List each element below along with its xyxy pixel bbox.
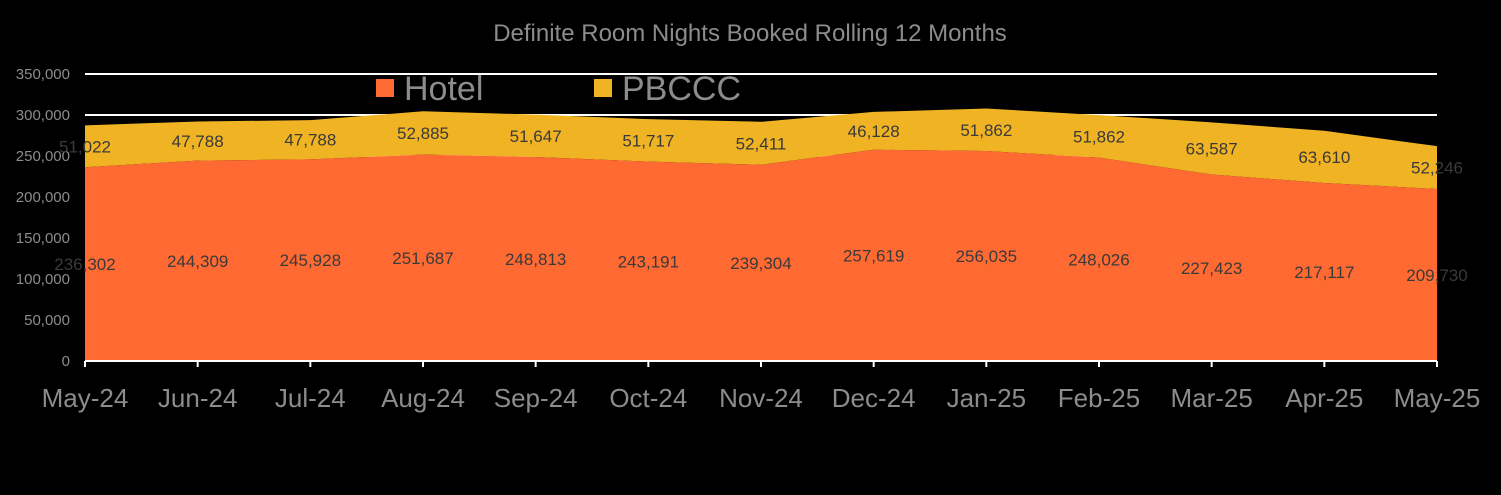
legend-swatch: [376, 79, 394, 97]
x-tick-label: Apr-25: [1285, 383, 1363, 413]
data-label-hotel: 227,423: [1181, 259, 1242, 278]
x-tick-label: Jul-24: [275, 383, 346, 413]
data-label-hotel: 248,026: [1068, 250, 1129, 269]
y-tick-label: 200,000: [16, 189, 70, 206]
data-label-hotel: 244,309: [167, 252, 228, 271]
data-label-pbccc: 46,128: [848, 122, 900, 141]
legend-label: Hotel: [404, 70, 483, 108]
x-tick-label: Nov-24: [719, 383, 803, 413]
data-label-hotel: 257,619: [843, 246, 904, 265]
data-label-pbccc: 51,862: [1073, 127, 1125, 146]
data-label-hotel: 248,813: [505, 250, 566, 269]
data-labels: 236,302 51,022 244,309 47,788 245,928 47,788 2…: [54, 121, 1467, 285]
x-tick-label: Aug-24: [381, 383, 465, 413]
data-label-pbccc: 52,246: [1411, 159, 1463, 178]
data-label-hotel: 243,191: [618, 252, 679, 271]
data-label-hotel: 256,035: [956, 247, 1017, 266]
x-tick-label: May-24: [42, 383, 129, 413]
x-tick-label: Dec-24: [832, 383, 916, 413]
y-tick-label: 0: [62, 353, 70, 370]
data-label-hotel: 251,687: [392, 249, 453, 268]
area-pbccc: [85, 108, 1437, 361]
x-tick-label: Mar-25: [1170, 383, 1252, 413]
x-tick-label: Jan-25: [947, 383, 1027, 413]
data-label-pbccc: 63,610: [1298, 148, 1350, 167]
x-tick-label: Oct-24: [609, 383, 687, 413]
chart-title: Definite Room Nights Booked Rolling 12 M…: [493, 20, 1007, 47]
y-tick-label: 50,000: [24, 312, 70, 329]
data-label-pbccc: 51,717: [622, 131, 674, 150]
data-label-pbccc: 51,647: [510, 127, 562, 146]
x-tick-label: May-25: [1394, 383, 1481, 413]
area-hotel: [85, 149, 1437, 361]
area-series: [85, 108, 1437, 361]
y-tick-label: 150,000: [16, 230, 70, 247]
data-label-hotel: 239,304: [730, 254, 791, 273]
data-label-pbccc: 52,411: [736, 134, 787, 153]
axes: 0 50,000 100,000 150,000 200,000 250,000 300,0…: [16, 66, 1481, 413]
legend: Hotel PBCCC: [376, 70, 741, 108]
legend-label: PBCCC: [622, 70, 741, 108]
y-tick-label: 250,000: [16, 148, 70, 165]
x-tick-label: Sep-24: [494, 383, 578, 413]
data-label-pbccc: 51,862: [960, 121, 1012, 140]
data-label-hotel: 236,302: [54, 255, 115, 274]
x-tick-label: Feb-25: [1058, 383, 1140, 413]
x-tick-label: Jun-24: [158, 383, 238, 413]
data-label-hotel: 209,730: [1406, 266, 1467, 285]
data-label-pbccc: 47,788: [172, 132, 224, 151]
data-label-hotel: 245,928: [280, 251, 341, 270]
data-label-pbccc: 51,022: [59, 137, 111, 156]
data-label-pbccc: 52,885: [397, 124, 449, 143]
legend-swatch: [594, 79, 612, 97]
y-tick-label: 100,000: [16, 271, 70, 288]
y-tick-label: 350,000: [16, 66, 70, 83]
data-label-pbccc: 47,788: [284, 131, 336, 150]
data-label-hotel: 217,117: [1294, 263, 1354, 282]
y-tick-label: 300,000: [16, 107, 70, 124]
data-label-pbccc: 63,587: [1186, 139, 1238, 158]
